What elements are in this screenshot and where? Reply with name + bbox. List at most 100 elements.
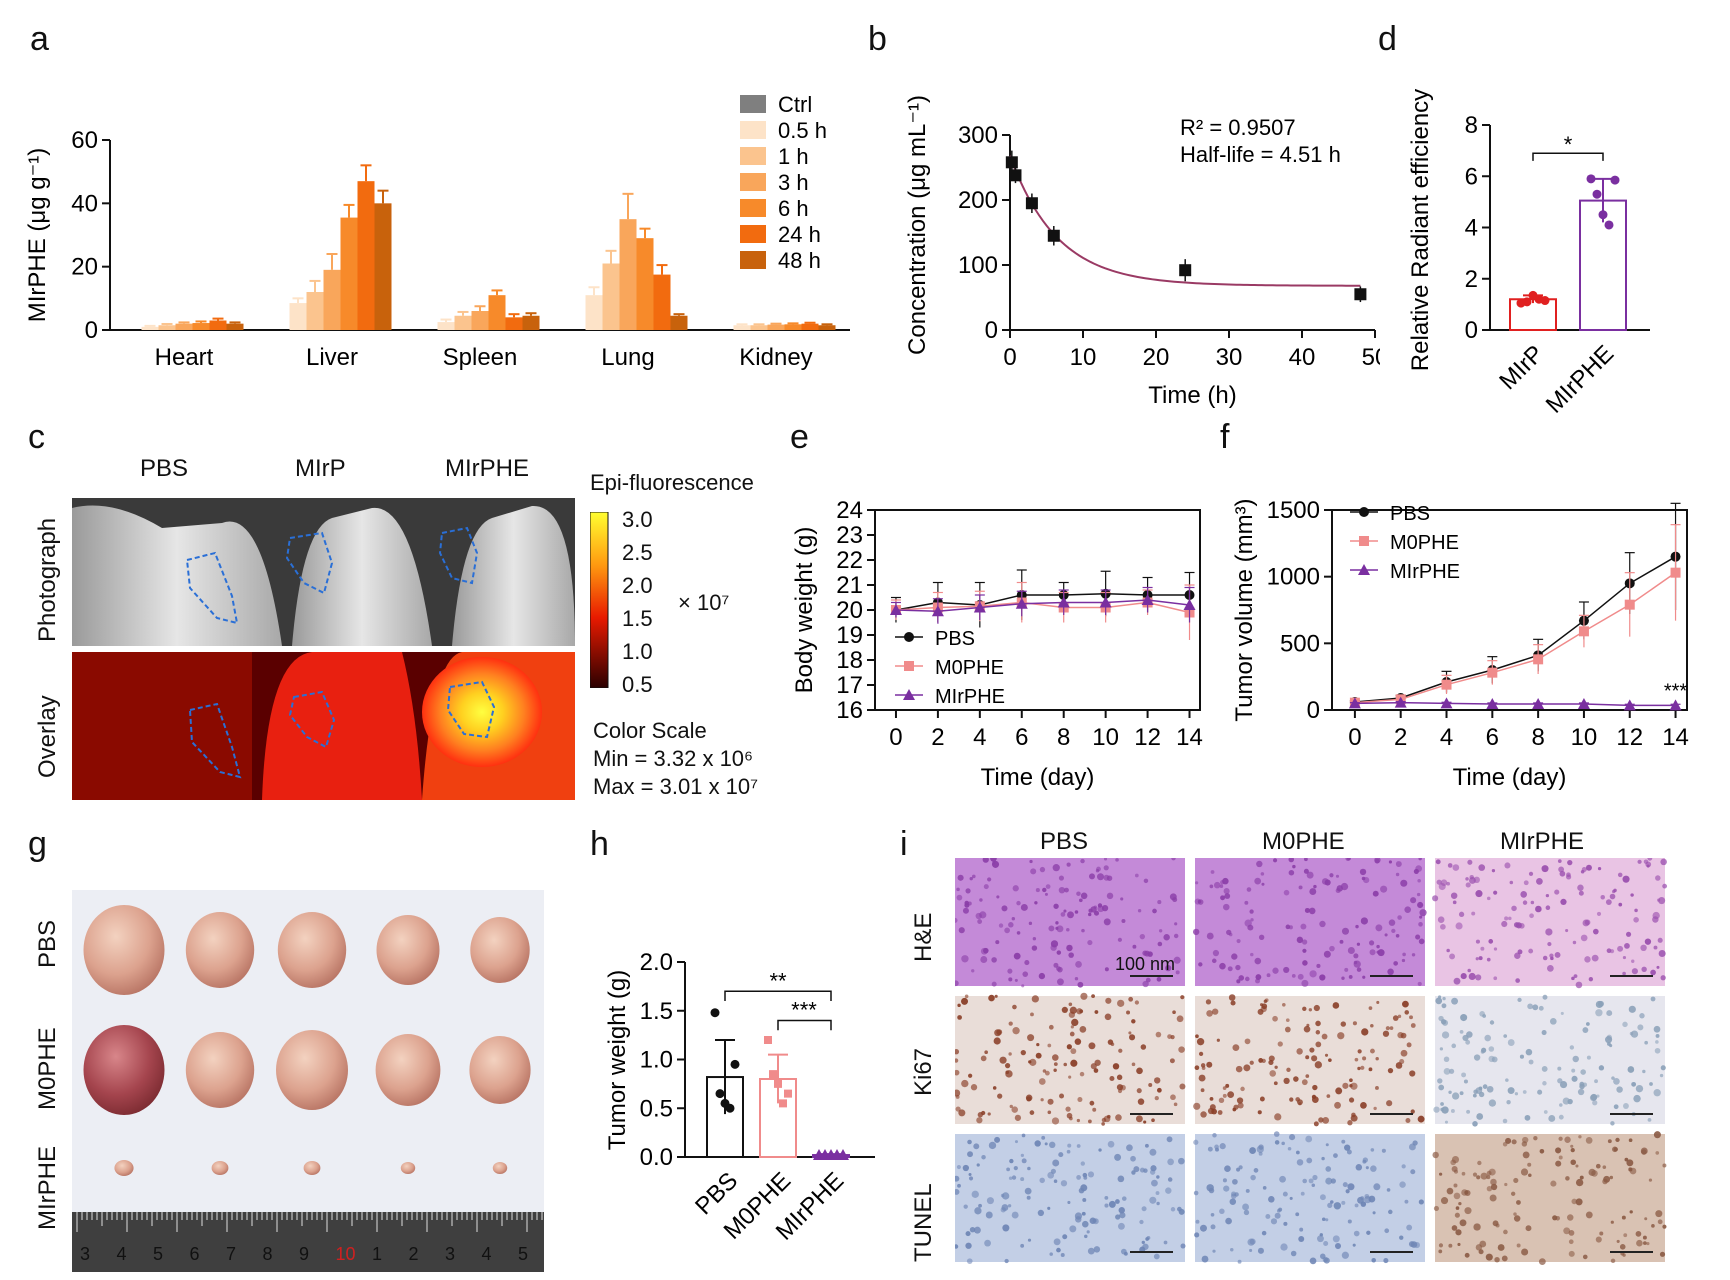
f-data-point (1348, 697, 1361, 709)
i-cell-nucleus (1493, 890, 1498, 895)
i-cell-nucleus (1087, 1171, 1095, 1178)
i-cell-nucleus (1464, 1207, 1472, 1215)
i-cell-nucleus (1440, 879, 1448, 886)
i-cell-nucleus (1066, 1044, 1072, 1050)
i-cell-nucleus (1568, 1250, 1575, 1257)
a-legend-label: 6 h (778, 196, 809, 221)
i-cell-nucleus (1662, 1224, 1667, 1229)
i-cell-nucleus (1370, 1148, 1375, 1152)
e-data-point (1057, 596, 1070, 608)
i-cell-nucleus (1488, 1055, 1495, 1063)
i-cell-nucleus (1451, 1165, 1458, 1172)
i-cell-nucleus (1143, 878, 1149, 884)
i-cell-nucleus (1639, 1013, 1645, 1019)
i-cell-nucleus (1325, 1166, 1332, 1172)
e-x-tick-label: 12 (1134, 724, 1161, 751)
i-cell-nucleus (1621, 1215, 1626, 1220)
i-cell-nucleus (1081, 928, 1085, 933)
i-cell-nucleus (1418, 858, 1422, 861)
i-cell-nucleus (1657, 937, 1663, 943)
i-cell-nucleus (1656, 965, 1660, 969)
i-tile-bg (1195, 1134, 1425, 1262)
i-cell-nucleus (1584, 956, 1591, 963)
i-cell-nucleus (1225, 1083, 1230, 1088)
i-row-label-he: H&E (910, 912, 937, 962)
i-cell-nucleus (1309, 1257, 1317, 1265)
i-cell-nucleus (1139, 1219, 1144, 1225)
e-x-tick-label: 10 (1092, 724, 1119, 751)
i-cell-nucleus (1325, 1218, 1329, 1222)
b-fit-curve (1009, 155, 1361, 287)
i-cell-nucleus (1448, 1090, 1452, 1094)
i-cell-nucleus (1503, 1229, 1508, 1235)
i-cell-nucleus (1285, 1018, 1290, 1022)
i-cell-nucleus (1439, 1172, 1443, 1176)
i-cell-nucleus (1220, 895, 1226, 901)
i-cell-nucleus (979, 898, 983, 902)
i-cell-nucleus (1230, 1000, 1236, 1006)
i-cell-nucleus (1104, 1013, 1112, 1021)
i-cell-nucleus (1052, 1054, 1059, 1061)
i-cell-nucleus (1268, 1196, 1275, 1203)
i-cell-nucleus (1516, 1243, 1521, 1248)
i-cell-nucleus (1344, 1144, 1351, 1151)
g-ruler-number: 3 (80, 1244, 90, 1264)
c-scale-tick-25: 2.5 (622, 540, 653, 565)
e-legend-label: M0PHE (935, 657, 1004, 679)
f-data-point (1578, 626, 1589, 637)
i-cell-nucleus (1490, 1178, 1497, 1186)
i-cell-nucleus (1311, 1183, 1316, 1188)
i-cell-nucleus (1227, 966, 1233, 972)
a-bar (522, 315, 540, 330)
i-cell-nucleus (955, 1188, 960, 1195)
i-cell-nucleus (1305, 1074, 1310, 1078)
i-cell-nucleus (958, 1109, 966, 1117)
panel-letter-f: f (1220, 418, 1230, 456)
chart-f-tumor-volume: 0 500 1000 1500 0 2 4 6 8 10 12 14 Time (day) Tumor v… (1231, 497, 1689, 791)
i-cell-nucleus (1497, 1244, 1505, 1251)
i-cell-nucleus (1452, 864, 1460, 871)
i-cell-nucleus (1466, 1109, 1471, 1114)
i-cell-nucleus (1311, 1055, 1318, 1062)
i-cell-nucleus (1569, 1045, 1575, 1050)
i-cell-nucleus (1031, 995, 1039, 1003)
i-cell-nucleus (1473, 1223, 1481, 1231)
g-ruler-number: 6 (190, 1244, 200, 1264)
i-cell-nucleus (1629, 1167, 1637, 1175)
i-cell-nucleus (1156, 1175, 1160, 1179)
b-x-tick-label: 50 (1362, 344, 1380, 371)
i-cell-nucleus (1141, 1206, 1147, 1212)
i-cell-nucleus (1223, 903, 1230, 911)
i-cell-nucleus (1087, 1119, 1092, 1124)
i-cell-nucleus (1330, 1200, 1334, 1204)
i-cell-nucleus (985, 1211, 993, 1219)
i-cell-nucleus (1021, 1158, 1027, 1164)
a-legend-label: 3 h (778, 170, 809, 195)
i-cell-nucleus (1511, 905, 1517, 912)
i-cell-nucleus (996, 1029, 1003, 1036)
i-cell-nucleus (1521, 1248, 1529, 1256)
i-cell-nucleus (1049, 1252, 1053, 1256)
i-cell-nucleus (1229, 932, 1233, 937)
i-cell-nucleus (1133, 1166, 1140, 1173)
b-x-tick-label: 30 (1216, 344, 1243, 371)
i-cell-nucleus (1522, 1090, 1527, 1094)
i-cell-nucleus (1607, 1139, 1612, 1144)
a-y-tick-label: 20 (71, 254, 98, 281)
i-cell-nucleus (1322, 1117, 1330, 1124)
i-cell-nucleus (1507, 1039, 1515, 1046)
i-cell-nucleus (1244, 900, 1249, 905)
i-cell-nucleus (1291, 973, 1296, 978)
i-cell-nucleus (1565, 928, 1569, 933)
i-cell-nucleus (1290, 1250, 1297, 1257)
a-bar (784, 324, 802, 330)
e-data-point (889, 604, 902, 615)
i-cell-nucleus (1213, 881, 1221, 889)
g-tumor (376, 915, 440, 985)
i-cell-nucleus (1145, 977, 1151, 983)
i-cell-nucleus (1572, 940, 1577, 945)
i-cell-nucleus (1139, 933, 1146, 940)
g-tumor (470, 917, 530, 983)
i-cell-nucleus (1154, 1077, 1161, 1084)
h-y-tick-label: 1.5 (640, 998, 673, 1025)
